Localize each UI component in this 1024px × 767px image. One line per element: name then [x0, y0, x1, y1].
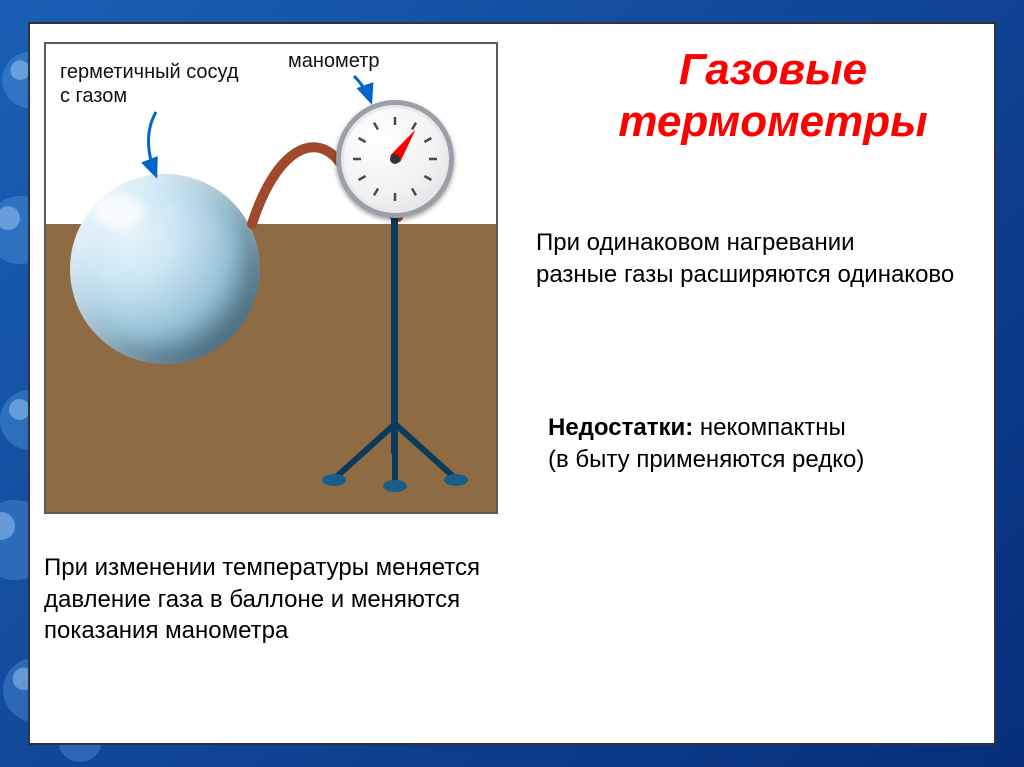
- text-bottom: При изменении температуры меняется давле…: [44, 552, 504, 647]
- title-line1: Газовые: [679, 45, 867, 94]
- label-vessel-l2: с газом: [60, 85, 127, 107]
- diagram-container: герметичный сосуд с газом манометр: [44, 42, 498, 514]
- vessel-highlight: [94, 194, 144, 229]
- drawback-label: Недостатки:: [548, 414, 693, 441]
- title-line2: термометры: [618, 97, 927, 146]
- label-gauge: манометр: [288, 50, 380, 73]
- manometer-gauge: [336, 100, 454, 218]
- slide-title: Газовые термометры: [558, 44, 988, 148]
- text-principle: При одинаковом нагреванииразные газы рас…: [536, 227, 996, 290]
- arrow-to-gauge: [346, 72, 396, 112]
- tripod-legs: [326, 424, 466, 494]
- label-vessel: герметичный сосуд с газом: [60, 60, 239, 108]
- label-vessel-l1: герметичный сосуд: [60, 61, 239, 83]
- text-drawback: Недостатки: некомпактны (в быту применяю…: [548, 412, 998, 475]
- slide-content: герметичный сосуд с газом манометр Газов…: [38, 32, 986, 735]
- arrow-to-vessel: [136, 108, 196, 188]
- tripod-pole: [391, 214, 398, 454]
